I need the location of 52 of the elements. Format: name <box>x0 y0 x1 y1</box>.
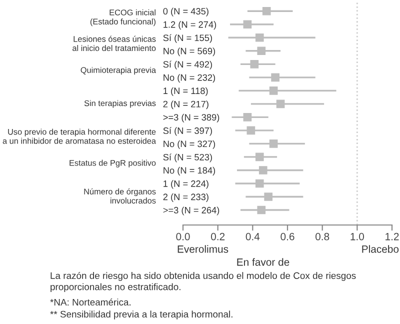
y-tick-label: Sí (N = 523) <box>163 154 212 162</box>
x-tick-label: 0.8 <box>316 232 330 240</box>
text: Uso previo de terapia hormonal diferente a un inhibidor de aromatasa no esteroidea <box>2 128 156 144</box>
point <box>250 60 259 68</box>
y-tick-label: 2 (N = 217) <box>163 100 208 110</box>
point <box>246 126 256 135</box>
y-tick-label: 1 (N = 118) <box>164 87 208 96</box>
y-tick-label: No (N = 327) <box>164 140 216 149</box>
text: La razón de riesgo ha sido obtenida usando el modelo de Cox de riesgos proporcionales no estratificado. <box>50 272 356 292</box>
point <box>269 86 278 95</box>
y-tick-label: 2 (N = 233) <box>163 193 208 202</box>
y-tick-label: 0 (N = 435) <box>163 8 208 16</box>
x-tick-label: 0.4 <box>246 232 260 240</box>
point <box>257 206 266 214</box>
text: Estatus de PgR positivo <box>70 160 156 168</box>
y-tick-label: Sí (N = 397) <box>163 127 212 136</box>
text: Quimioterapia previa <box>80 66 156 75</box>
text: Placebo <box>362 245 399 253</box>
point <box>276 100 285 108</box>
point <box>258 166 268 174</box>
x-tick-label: 1.2 <box>386 232 399 240</box>
point <box>255 33 264 42</box>
text: Lesiones óseas únicas al inicio del tratamiento <box>72 36 156 52</box>
x-tick-label: 1.0 <box>350 232 364 240</box>
point <box>271 73 280 82</box>
point <box>243 20 252 29</box>
text: En favor de <box>237 258 290 266</box>
point <box>255 152 264 162</box>
point <box>243 113 252 122</box>
y-tick-label: >=3 (N = 389) <box>163 114 220 122</box>
y-tick-label: Sí (N = 492) <box>163 60 212 70</box>
text: Número de órganos involucrados <box>84 188 156 204</box>
text: ECOG inicial (Estado funcional) <box>90 9 156 26</box>
y-tick-label: 1.2 (N = 274) <box>164 21 216 30</box>
x-tick-label: 0.0 <box>176 232 190 240</box>
x-tick-label: 0.6 <box>280 232 294 240</box>
text: *NA: Norteamérica. <box>50 298 130 306</box>
y-tick-label: No (N = 232) <box>164 74 216 83</box>
point <box>262 6 271 16</box>
y-tick-label: >=3 (N = 264) <box>163 206 220 216</box>
y-tick-label: No (N = 569) <box>164 48 216 56</box>
text: Everolimus <box>178 245 228 253</box>
text: ** Sensibilidad previa a la terapia hormonal. <box>50 310 232 320</box>
y-tick-label: 1 (N = 224) <box>164 180 208 189</box>
point <box>255 179 264 188</box>
point <box>264 192 273 201</box>
point <box>269 140 278 148</box>
point <box>257 46 266 56</box>
x-tick-label: 0.2 <box>211 232 225 240</box>
y-tick-label: Sí (N = 155) <box>163 34 212 43</box>
text: Sin terapias previas <box>84 100 156 108</box>
y-tick-label: No (N = 184) <box>164 166 216 176</box>
